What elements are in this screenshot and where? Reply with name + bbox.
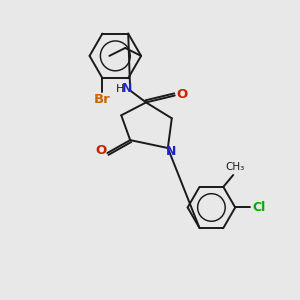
Text: O: O [176,88,187,101]
Text: CH₃: CH₃ [226,162,245,172]
Text: Br: Br [94,94,111,106]
Text: N: N [166,146,176,158]
Text: H: H [116,84,124,94]
Text: Cl: Cl [252,201,266,214]
Text: N: N [122,82,132,95]
Text: O: O [96,145,107,158]
